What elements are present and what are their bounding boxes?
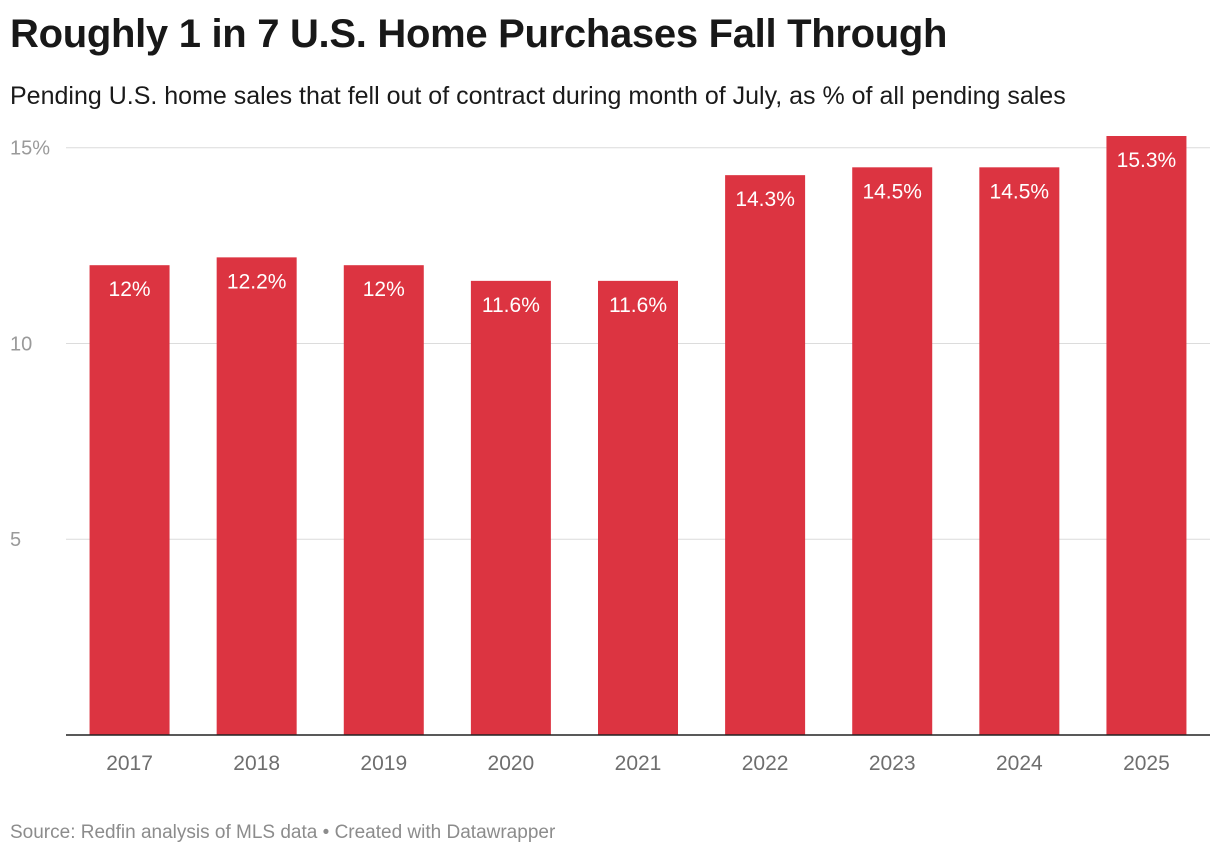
y-tick-label: 15% (10, 138, 50, 160)
source-note: Source: Redfin analysis of MLS data (10, 822, 318, 843)
x-tick-label: 2019 (360, 752, 407, 775)
bar (343, 265, 424, 735)
bar-value-label: 11.6% (482, 294, 540, 317)
x-tick-label: 2025 (1123, 752, 1170, 775)
bar-value-label: 12.2% (227, 270, 287, 293)
bar (979, 167, 1060, 736)
bar (1106, 136, 1187, 735)
footer: Source: Redfin analysis of MLS data • Cr… (10, 822, 555, 844)
bar (216, 257, 297, 735)
bar-value-label: 12% (363, 278, 405, 301)
footer-separator: • (317, 822, 335, 843)
x-tick-label: 2020 (488, 752, 535, 775)
chart-subtitle: Pending U.S. home sales that fell out of… (10, 82, 1066, 110)
bar (725, 175, 806, 735)
x-tick-label: 2021 (615, 752, 662, 775)
x-tick-label: 2018 (233, 752, 280, 775)
y-tick-label: 10 (10, 333, 32, 355)
x-tick-label: 2023 (869, 752, 916, 775)
x-tick-label: 2017 (106, 752, 153, 775)
x-tick-label: 2022 (742, 752, 789, 775)
x-tick-label: 2024 (996, 752, 1043, 775)
bar-value-label: 14.3% (735, 188, 795, 211)
bar (470, 280, 551, 735)
y-tick-label: 5 (10, 529, 21, 551)
bar (852, 167, 933, 736)
bar-value-label: 12% (109, 278, 151, 301)
bar (89, 265, 170, 735)
bar-value-label: 14.5% (862, 180, 922, 203)
bar (598, 280, 678, 735)
x-axis: 2017 2018 2019 2020 2021 2022 2023 2024 2025 (66, 734, 1210, 775)
chart-title: Roughly 1 in 7 U.S. Home Purchases Fall … (10, 12, 948, 56)
bar-value-label: 15.3% (1117, 149, 1177, 172)
bar-value-label: 14.5% (990, 180, 1050, 203)
credit-note: Created with Datawrapper (334, 822, 556, 843)
bar-chart: 5 10 15% 12% 12.2% 12% 11.6% 11.6% 14.3% 14.5% 14… (10, 136, 1210, 775)
data-labels: 12% 12.2% 12% 11.6% 11.6% 14.3% 14.5% 14.5% 15.3… (109, 149, 1177, 317)
bars (89, 136, 1187, 736)
bar-value-label: 11.6% (609, 294, 667, 317)
